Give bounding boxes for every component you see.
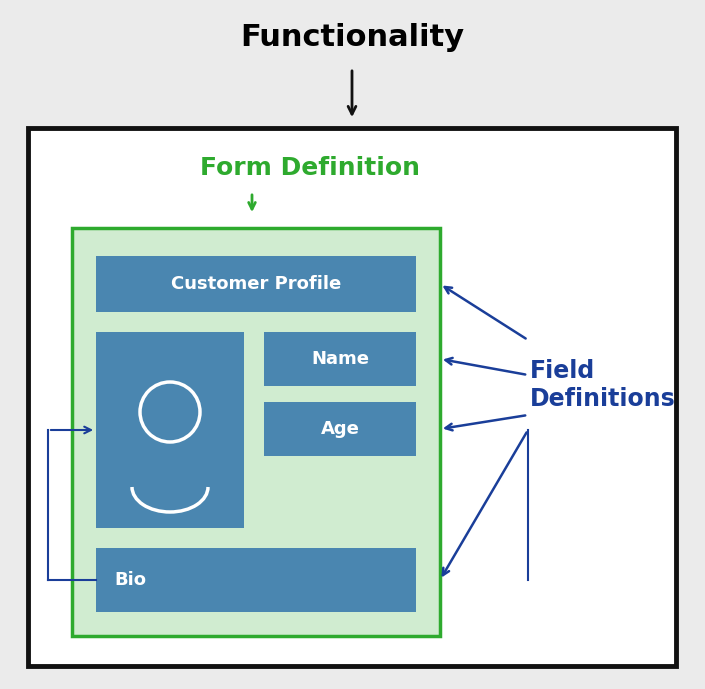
Bar [28, 128, 676, 666]
Text: Name: Name [311, 350, 369, 368]
Text: Age: Age [321, 420, 360, 438]
Bar [96, 332, 244, 528]
Text: Functionality: Functionality [240, 23, 464, 52]
Bar [96, 548, 416, 612]
Bar [264, 402, 416, 456]
Text: Field
Definitions: Field Definitions [530, 359, 676, 411]
Bar [264, 332, 416, 386]
Bar [96, 256, 416, 312]
Text: Form Definition: Form Definition [200, 156, 420, 180]
Bar [72, 228, 440, 636]
Text: Customer Profile: Customer Profile [171, 275, 341, 293]
Text: Bio: Bio [114, 571, 146, 589]
